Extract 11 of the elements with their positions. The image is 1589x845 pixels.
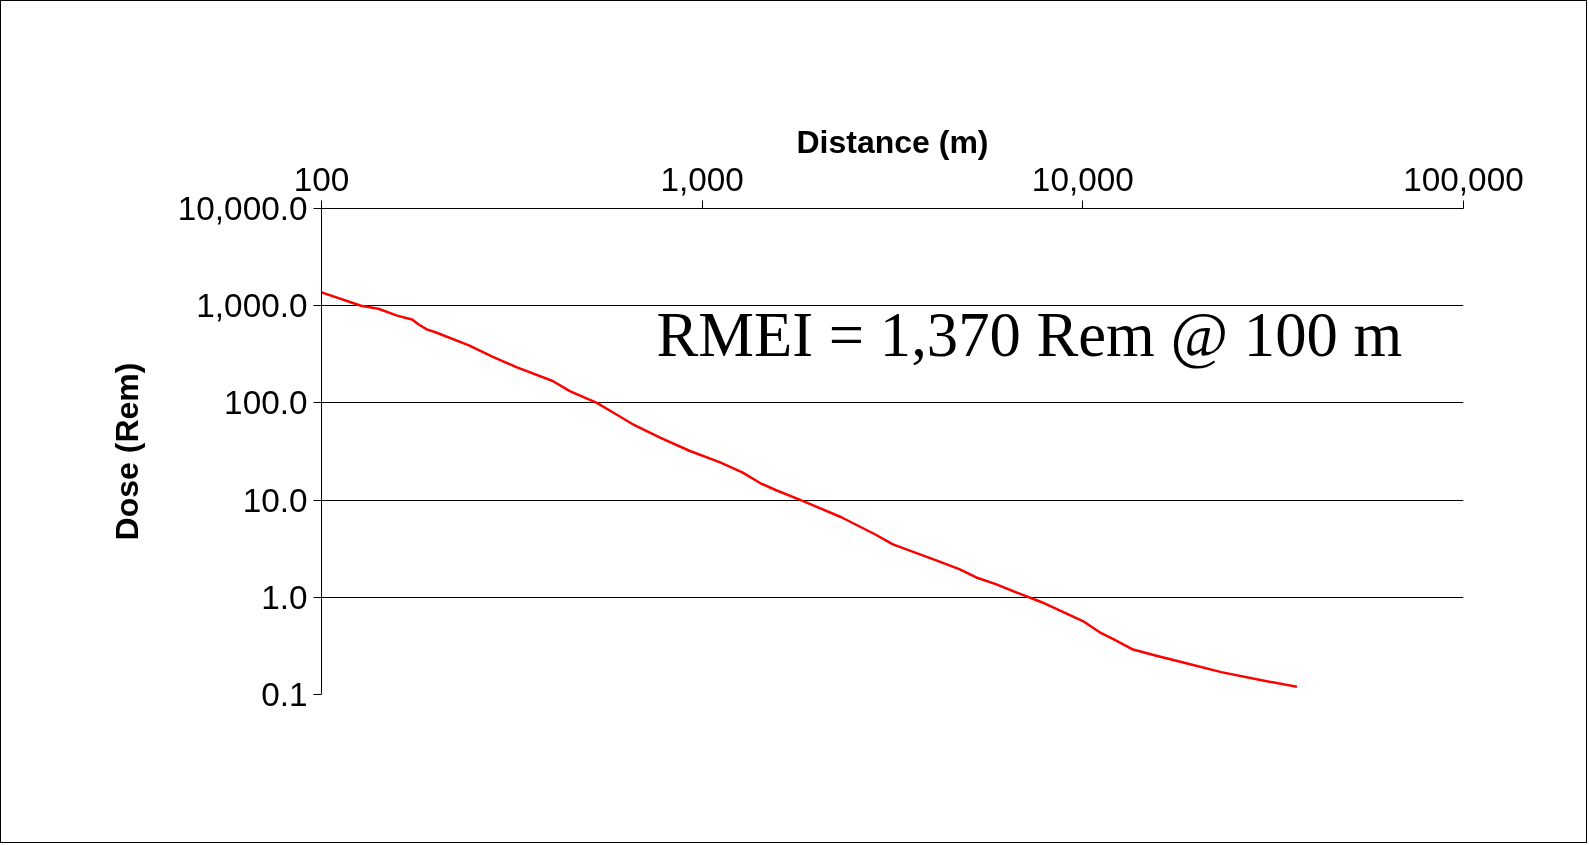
y-tick-label: 0.1 — [261, 676, 308, 713]
y-tick-label: 100.0 — [224, 384, 308, 422]
y-tick-label: 10.0 — [242, 481, 308, 519]
x-tick-label: 100,000 — [1403, 160, 1524, 198]
annotation: RMEI = 1,370 Rem @ 100 m — [656, 299, 1403, 370]
x-axis-title: Distance (m) — [796, 123, 989, 160]
y-tick-label: 1.0 — [261, 578, 308, 616]
y-tick-label: 1,000.0 — [196, 287, 308, 325]
x-tick-label: 1,000 — [660, 160, 744, 198]
y-axis-title: Dose (Rem) — [108, 362, 145, 541]
x-tick-label: 10,000 — [1031, 160, 1134, 198]
